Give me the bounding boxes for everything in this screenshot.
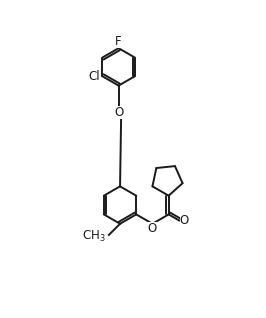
Text: CH$_3$: CH$_3$ [82,229,105,244]
Text: Cl: Cl [89,70,100,83]
Text: O: O [114,106,123,119]
Text: O: O [148,223,157,235]
Text: O: O [180,214,189,227]
Text: F: F [115,35,122,48]
